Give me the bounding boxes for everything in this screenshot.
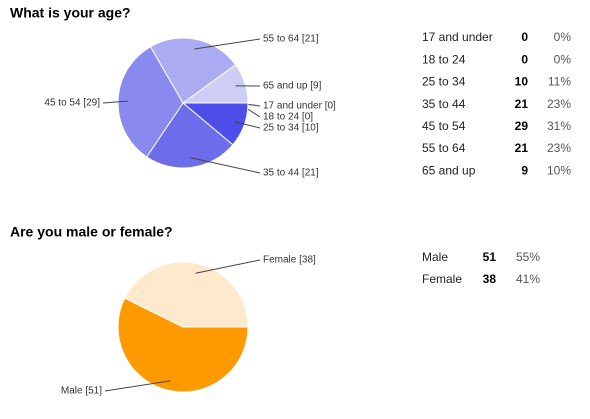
slice-label: Female [38] — [263, 255, 316, 266]
table-category: 25 to 34 — [422, 75, 466, 89]
table-category: 65 and up — [422, 163, 476, 177]
slice-label: 65 and up [9] — [263, 81, 322, 92]
table-percent: 23% — [547, 141, 571, 155]
slice-label: 18 to 24 [0] — [263, 112, 313, 123]
leader-line — [190, 157, 261, 174]
table-count: 51 — [483, 250, 497, 264]
table-percent: 0% — [554, 30, 572, 44]
table-category: 45 to 54 — [422, 119, 466, 133]
leader-line — [194, 38, 261, 50]
table-count: 29 — [515, 119, 529, 133]
table-category: 35 to 44 — [422, 97, 466, 111]
table-count: 21 — [515, 141, 529, 155]
pie-slice — [117, 46, 184, 158]
leader-line — [195, 259, 261, 274]
table-category: Male — [422, 250, 448, 264]
question-title: What is your age? — [10, 5, 131, 21]
leader-line — [102, 100, 128, 104]
leader-line — [104, 380, 171, 392]
table-percent: 31% — [547, 119, 571, 133]
slice-label: 45 to 54 [29] — [44, 98, 100, 109]
table-category: Female — [422, 272, 462, 286]
slice-label: 55 to 64 [21] — [263, 34, 319, 45]
table-category: 18 to 24 — [422, 52, 466, 66]
slice-label: Male [51] — [61, 386, 102, 397]
table-percent: 41% — [516, 272, 540, 286]
table-count: 38 — [483, 272, 497, 286]
table-category: 17 and under — [422, 30, 493, 44]
pie-slice — [117, 297, 249, 393]
table-percent: 10% — [547, 163, 571, 177]
pie-slice — [149, 37, 237, 104]
table-percent: 55% — [516, 250, 540, 264]
slice-label: 25 to 34 [10] — [263, 123, 319, 134]
table-percent: 23% — [547, 97, 571, 111]
pie-slice — [181, 64, 249, 104]
slice-label: 17 and under [0] — [263, 101, 336, 112]
leader-line — [234, 121, 261, 129]
pie-slice — [124, 261, 249, 328]
pie-slice — [145, 102, 234, 169]
table-count: 10 — [515, 75, 529, 89]
table-count: 0 — [521, 52, 528, 66]
question-title: Are you male or female? — [10, 224, 173, 240]
table-percent: 11% — [548, 75, 571, 89]
slice-label: 35 to 44 [21] — [263, 168, 319, 179]
table-count: 0 — [521, 30, 528, 44]
table-count: 9 — [521, 163, 528, 177]
table-percent: 0% — [554, 52, 572, 66]
table-category: 55 to 64 — [422, 141, 466, 155]
table-count: 21 — [515, 97, 529, 111]
